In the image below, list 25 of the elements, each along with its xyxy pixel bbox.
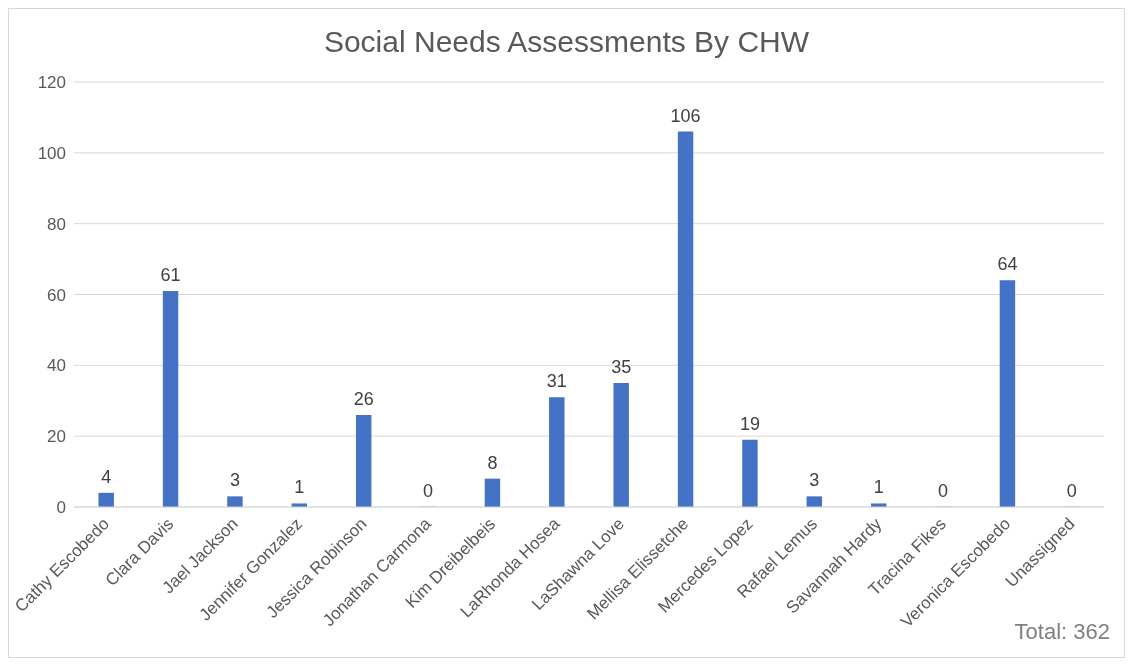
y-tick-label: 20: [47, 427, 66, 447]
data-label: 19: [739, 413, 760, 434]
y-tick-label: 60: [47, 285, 66, 305]
data-label: 1: [873, 477, 884, 498]
y-tick-label: 40: [47, 356, 66, 376]
data-label: 3: [809, 470, 820, 491]
y-tick-label: 0: [56, 498, 66, 518]
text: Total: 362: [1014, 619, 1110, 645]
data-label: 4: [101, 466, 112, 487]
y-tick-label: 120: [37, 73, 66, 93]
y-tick-label: 100: [37, 143, 66, 163]
data-label: 31: [546, 371, 567, 392]
data-label: 61: [160, 264, 181, 285]
data-label: 35: [611, 357, 632, 378]
y-tick-label: 80: [47, 214, 66, 234]
data-label: 8: [487, 452, 498, 473]
data-label: 1: [294, 477, 305, 498]
data-label: 0: [938, 480, 949, 501]
data-label: 3: [229, 470, 240, 491]
data-label: 0: [1066, 480, 1077, 501]
data-label: 26: [353, 388, 374, 409]
chart-title: Social Needs Assessments By CHW: [322, 24, 811, 60]
data-label: 64: [997, 254, 1018, 275]
data-label: 106: [670, 105, 701, 126]
data-label: 0: [423, 480, 434, 501]
